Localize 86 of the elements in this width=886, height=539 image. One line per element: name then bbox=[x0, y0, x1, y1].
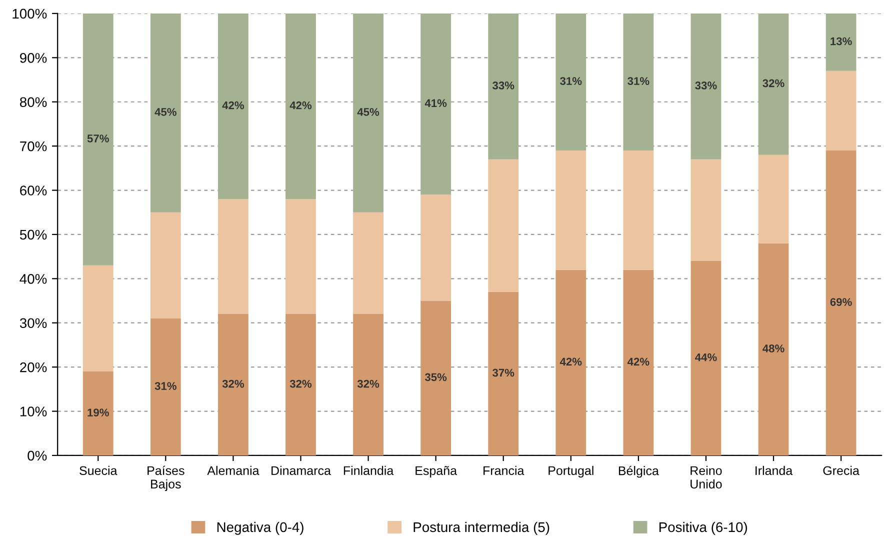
y-tick-label: 30% bbox=[20, 318, 47, 328]
data-label: 42% bbox=[290, 101, 312, 110]
data-label: 42% bbox=[560, 358, 582, 366]
y-tick-label: 60% bbox=[20, 186, 47, 196]
data-label: 33% bbox=[695, 82, 717, 90]
data-label: 32% bbox=[222, 380, 244, 388]
legend-label: Negativa (0-4) bbox=[217, 522, 304, 535]
bar bbox=[623, 270, 654, 456]
bar bbox=[758, 154, 789, 244]
data-label: 31% bbox=[628, 77, 650, 85]
data-label: 31% bbox=[560, 77, 582, 85]
bar bbox=[420, 13, 452, 195]
x-tick-label: Reino Unido bbox=[690, 466, 722, 489]
bar bbox=[556, 150, 586, 270]
bar bbox=[218, 199, 248, 314]
bar bbox=[353, 212, 384, 314]
bar bbox=[218, 13, 248, 200]
y-tick-label: 90% bbox=[20, 53, 47, 63]
legend-label: Postura intermedia (5) bbox=[414, 522, 550, 535]
x-tick-label: Portugal bbox=[548, 466, 594, 478]
data-label: 57% bbox=[87, 134, 109, 142]
bar bbox=[286, 314, 316, 456]
bar bbox=[556, 270, 586, 456]
bar bbox=[758, 243, 789, 456]
bar bbox=[488, 13, 519, 160]
bar bbox=[353, 314, 384, 456]
bar bbox=[420, 300, 452, 456]
y-tick-label: 0% bbox=[28, 450, 47, 461]
y-tick-label: 40% bbox=[20, 274, 47, 284]
data-label: 45% bbox=[357, 108, 380, 116]
bar bbox=[82, 371, 114, 456]
x-tick-label: Países Bajos bbox=[148, 466, 184, 491]
x-tick-label: Finlandia bbox=[344, 466, 394, 476]
bar bbox=[690, 13, 722, 160]
data-label: 32% bbox=[357, 380, 380, 388]
bar bbox=[150, 318, 181, 456]
bar bbox=[286, 13, 316, 200]
data-label: 32% bbox=[762, 79, 784, 88]
legend-label: Positiva (6-10) bbox=[659, 522, 748, 535]
x-tick-label: Grecia bbox=[823, 466, 860, 476]
bar bbox=[82, 265, 114, 372]
data-label: 13% bbox=[830, 37, 852, 46]
y-tick-label: 10% bbox=[20, 406, 47, 416]
y-tick-label: 80% bbox=[20, 97, 47, 108]
x-tick-label: Francia bbox=[484, 466, 524, 476]
data-label: 48% bbox=[762, 344, 784, 352]
bar bbox=[623, 150, 654, 270]
bar bbox=[150, 212, 181, 318]
data-label: 31% bbox=[154, 382, 176, 390]
y-tick-label: 20% bbox=[20, 362, 47, 372]
data-label: 37% bbox=[492, 368, 514, 377]
bar bbox=[826, 70, 856, 150]
bar bbox=[420, 194, 452, 301]
x-tick-label: España bbox=[416, 466, 458, 478]
data-label: 19% bbox=[88, 408, 109, 416]
x-tick-label: Suecia bbox=[80, 466, 118, 476]
bar bbox=[826, 13, 856, 71]
y-tick-label: 70% bbox=[20, 141, 47, 152]
data-label: 44% bbox=[695, 353, 717, 362]
bar bbox=[488, 159, 519, 292]
bar bbox=[218, 314, 248, 456]
data-label: 35% bbox=[424, 373, 447, 382]
data-label: 33% bbox=[492, 82, 514, 90]
x-tick-label: Bélgica bbox=[618, 466, 659, 478]
data-label: 41% bbox=[424, 99, 447, 108]
bar bbox=[758, 13, 789, 155]
data-label: 32% bbox=[290, 380, 312, 388]
y-tick-label: 50% bbox=[20, 230, 47, 240]
bar bbox=[488, 292, 519, 456]
bar bbox=[623, 13, 654, 150]
bar bbox=[353, 13, 384, 212]
data-label: 42% bbox=[627, 358, 650, 366]
bar bbox=[690, 260, 722, 456]
bar bbox=[826, 150, 856, 456]
x-tick-label: Irlanda bbox=[756, 466, 793, 476]
data-label: 42% bbox=[222, 101, 244, 110]
data-label: 69% bbox=[830, 298, 852, 306]
bar bbox=[690, 159, 722, 261]
x-tick-label: Dinamarca bbox=[272, 466, 331, 476]
x-tick-label: Alemania bbox=[207, 466, 260, 476]
bar bbox=[556, 13, 586, 150]
y-tick-label: 100% bbox=[12, 8, 47, 19]
bar bbox=[150, 13, 181, 212]
bar bbox=[286, 199, 316, 314]
data-label: 45% bbox=[154, 108, 176, 116]
bar bbox=[82, 13, 114, 266]
